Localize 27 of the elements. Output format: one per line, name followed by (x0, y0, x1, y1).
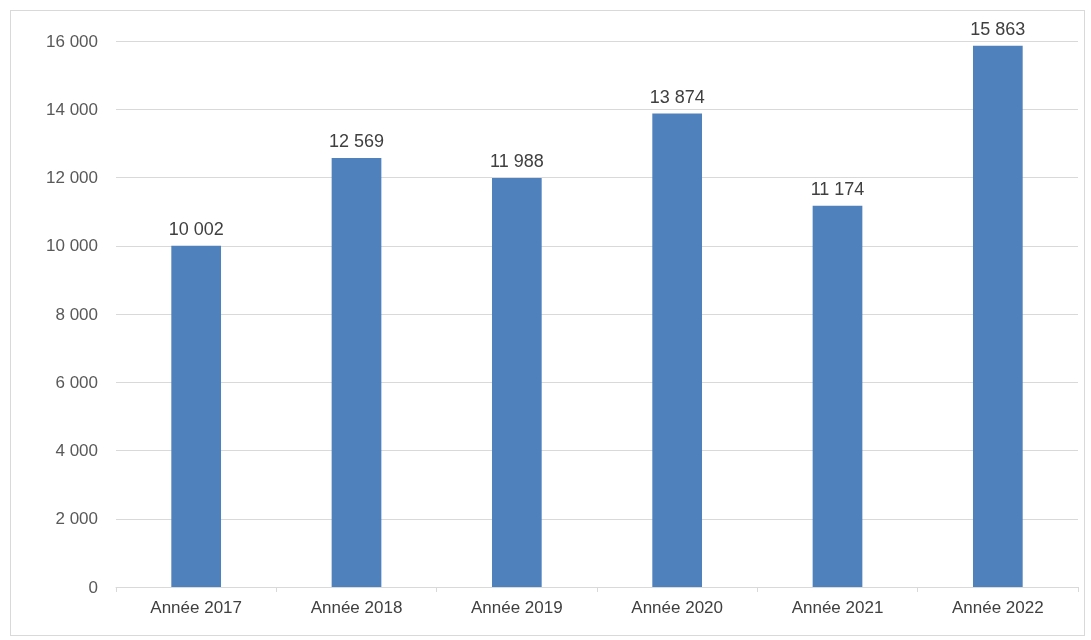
bar (652, 113, 703, 587)
x-tick-label: Année 2019 (470, 598, 563, 617)
y-tick-label: 4 000 (55, 441, 98, 460)
data-label: 12 569 (328, 131, 385, 152)
y-tick-label: 2 000 (55, 509, 98, 529)
x-tick-label: Année 2017 (150, 598, 243, 617)
x-tick-label: Année 2020 (631, 598, 724, 617)
data-label: 15 863 (970, 18, 1026, 39)
y-tick-label: 0 (88, 577, 98, 597)
data-label: 13 874 (649, 86, 705, 107)
x-tick-label: Année 2018 (310, 598, 403, 617)
bar (491, 177, 542, 587)
y-tick-label: 6 000 (55, 372, 98, 392)
bar (972, 45, 1023, 587)
x-tick-label: Année 2021 (791, 598, 884, 617)
bar (171, 245, 222, 587)
y-tick-label: 14 000 (46, 99, 98, 119)
y-tick-label: 16 000 (46, 31, 98, 51)
y-tick-label: 10 000 (46, 236, 98, 256)
data-label: 11 174 (810, 178, 865, 199)
data-label: 11 988 (489, 150, 544, 171)
y-tick-label: 12 000 (46, 168, 98, 187)
data-label: 10 002 (168, 218, 224, 239)
y-tick-label: 8 000 (55, 304, 98, 324)
x-tick-label: Année 2022 (951, 598, 1044, 617)
bar (331, 158, 382, 587)
bar (812, 205, 863, 587)
